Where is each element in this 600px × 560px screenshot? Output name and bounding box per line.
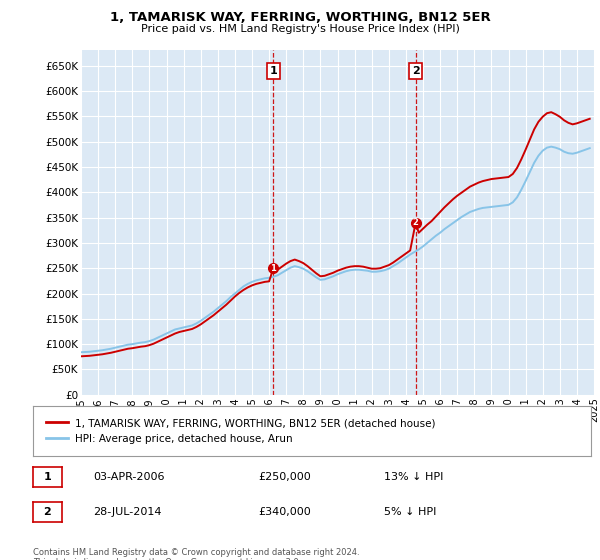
Legend: 1, TAMARISK WAY, FERRING, WORTHING, BN12 5ER (detached house), HPI: Average pric: 1, TAMARISK WAY, FERRING, WORTHING, BN12… [38, 411, 442, 451]
Text: 2: 2 [44, 507, 51, 517]
Text: £250,000: £250,000 [258, 472, 311, 482]
Text: Contains HM Land Registry data © Crown copyright and database right 2024.
This d: Contains HM Land Registry data © Crown c… [33, 548, 359, 560]
Text: 1: 1 [269, 66, 277, 76]
Text: Price paid vs. HM Land Registry's House Price Index (HPI): Price paid vs. HM Land Registry's House … [140, 24, 460, 34]
Text: 13% ↓ HPI: 13% ↓ HPI [384, 472, 443, 482]
Text: £340,000: £340,000 [258, 507, 311, 517]
Text: 5% ↓ HPI: 5% ↓ HPI [384, 507, 436, 517]
Text: 03-APR-2006: 03-APR-2006 [93, 472, 164, 482]
Text: 2: 2 [412, 66, 419, 76]
Text: 1, TAMARISK WAY, FERRING, WORTHING, BN12 5ER: 1, TAMARISK WAY, FERRING, WORTHING, BN12… [110, 11, 490, 24]
Text: 1: 1 [271, 264, 277, 273]
Text: 2: 2 [413, 218, 419, 227]
Text: 1: 1 [44, 472, 51, 482]
Text: 28-JUL-2014: 28-JUL-2014 [93, 507, 161, 517]
